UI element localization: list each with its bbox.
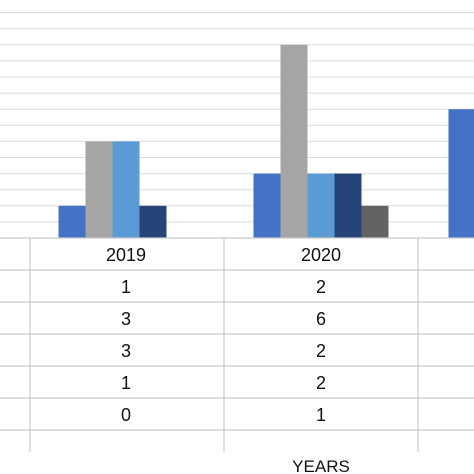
table-cell-r1-c1: 1 — [121, 277, 131, 297]
bar-2020-s1 — [253, 173, 281, 238]
x-axis-title: YEARS — [292, 457, 350, 474]
tick-label-2019: 2019 — [106, 245, 146, 265]
bar-2020-s4 — [334, 173, 362, 238]
table-cell-r2-c2: 6 — [316, 309, 326, 329]
table-cell-r2-c1: 3 — [121, 309, 131, 329]
table-cell-r5-c2: 1 — [316, 405, 326, 425]
table-cell-r1-c2: 2 — [316, 277, 326, 297]
bar-2020-s5 — [361, 205, 389, 238]
bar-2019-s4 — [139, 205, 167, 238]
table-cell-r3-c1: 3 — [121, 341, 131, 361]
tick-label-2020: 2020 — [301, 245, 341, 265]
table-cell-r4-c2: 2 — [316, 373, 326, 393]
data-table: 2019 2020 1 2 3 6 3 2 1 2 0 1 — [0, 237, 474, 452]
bar-2019-s2 — [85, 141, 113, 238]
table-cell-r3-c2: 2 — [316, 341, 326, 361]
bar-next-s1 — [448, 109, 474, 238]
gridlines — [0, 12, 474, 223]
bar-2020-s2 — [280, 44, 308, 238]
bar-2019-s1 — [58, 205, 86, 238]
bar-2020-s3 — [307, 173, 335, 238]
table-cell-r4-c1: 1 — [121, 373, 131, 393]
table-cell-r5-c1: 0 — [121, 405, 131, 425]
bar-marks — [58, 44, 474, 238]
bar-2019-s3 — [112, 141, 140, 238]
